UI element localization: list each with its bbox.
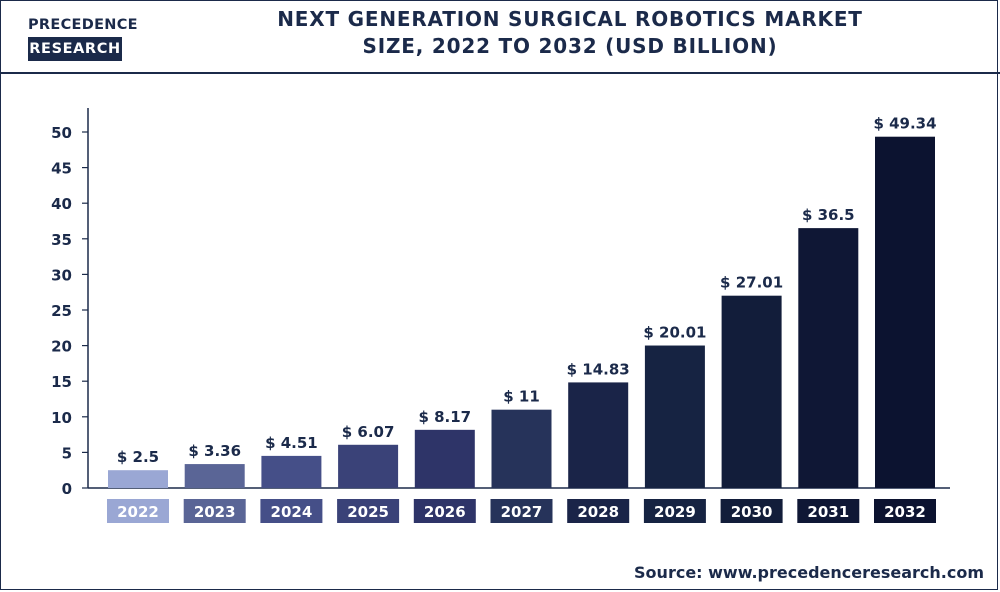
bar-2031 — [798, 228, 859, 488]
y-tick-label: 50 — [51, 124, 72, 142]
x-label-box — [643, 499, 706, 523]
x-tick-label: 2026 — [424, 503, 466, 521]
value-label: $ 49.34 — [873, 115, 936, 133]
x-label-box — [874, 499, 936, 523]
y-tick-label: 5 — [62, 444, 72, 462]
bar-2030 — [721, 295, 782, 488]
bar-2024 — [261, 455, 322, 488]
value-label: $ 14.83 — [567, 360, 630, 378]
x-label-box — [797, 499, 860, 523]
y-tick-label: 35 — [51, 231, 72, 249]
y-tick-label: 10 — [51, 409, 72, 427]
x-label-box — [413, 499, 476, 523]
x-tick-label: 2025 — [347, 503, 389, 521]
logo-text-bottom: RESEARCH — [28, 37, 122, 61]
value-label: $ 6.07 — [342, 423, 395, 441]
header: PRECEDENCE RESEARCH NEXT GENERATION SURG… — [0, 0, 1000, 74]
value-label: $ 11 — [503, 388, 540, 406]
source-note: Source: www.precedenceresearch.com — [634, 563, 984, 582]
bars — [108, 136, 935, 488]
y-tick-label: 0 — [62, 480, 72, 498]
bar-2025 — [338, 444, 399, 488]
y-axis: 0 5 10 15 20 25 30 35 40 45 50 — [51, 108, 950, 498]
x-label-box — [337, 499, 400, 523]
brand-logo: PRECEDENCE RESEARCH — [28, 13, 138, 61]
logo-text-top: PRECEDENCE — [28, 17, 138, 33]
x-label-box — [720, 499, 783, 523]
x-tick-label: 2030 — [731, 503, 773, 521]
x-tick-label: 2029 — [654, 503, 696, 521]
y-tick-label: 20 — [51, 338, 72, 356]
y-tick-label: 15 — [51, 373, 72, 391]
x-label-box — [567, 499, 630, 523]
value-label: $ 8.17 — [418, 408, 471, 426]
x-label-box — [260, 499, 323, 523]
bar-2023 — [184, 464, 245, 488]
value-labels: $ 2.5 $ 3.36 $ 4.51 $ 6.07 $ 8.17 $ 11 $ 14.83… — [117, 115, 937, 467]
x-tick-label: 2027 — [501, 503, 543, 521]
x-tick-label: 2022 — [117, 503, 159, 521]
value-label: $ 4.51 — [265, 434, 318, 452]
y-tick-label: 30 — [51, 266, 72, 284]
y-tick-label: 40 — [51, 195, 72, 213]
x-tick-label: 2028 — [577, 503, 619, 521]
y-tick-label: 25 — [51, 302, 72, 320]
x-label-box — [183, 499, 246, 523]
bar-2032 — [875, 136, 935, 488]
bar-2027 — [491, 409, 552, 488]
chart-title: NEXT GENERATION SURGICAL ROBOTICS MARKET… — [160, 6, 980, 60]
y-tick-label: 45 — [51, 160, 72, 178]
x-label-box — [107, 499, 169, 523]
bar-2026 — [414, 429, 475, 488]
value-label: $ 27.01 — [720, 274, 783, 292]
value-label: $ 2.5 — [117, 448, 159, 466]
value-label: $ 20.01 — [643, 324, 706, 342]
chart-title-line-2: SIZE, 2022 TO 2032 (USD BILLION) — [362, 34, 778, 58]
x-tick-label: 2031 — [807, 503, 849, 521]
bar-2022 — [108, 470, 168, 488]
value-label: $ 36.5 — [802, 206, 855, 224]
x-label-box — [490, 499, 553, 523]
chart-title-line-1: NEXT GENERATION SURGICAL ROBOTICS MARKET — [277, 7, 863, 31]
bar-2029 — [644, 345, 705, 488]
x-tick-label: 2024 — [271, 503, 313, 521]
bar-2028 — [568, 382, 629, 488]
x-axis-labels: 2022 2023 2024 2025 2026 2027 2028 2029 2030 2031… — [107, 499, 936, 523]
value-label: $ 3.36 — [188, 442, 241, 460]
x-tick-label: 2023 — [194, 503, 236, 521]
x-tick-label: 2032 — [884, 503, 926, 521]
